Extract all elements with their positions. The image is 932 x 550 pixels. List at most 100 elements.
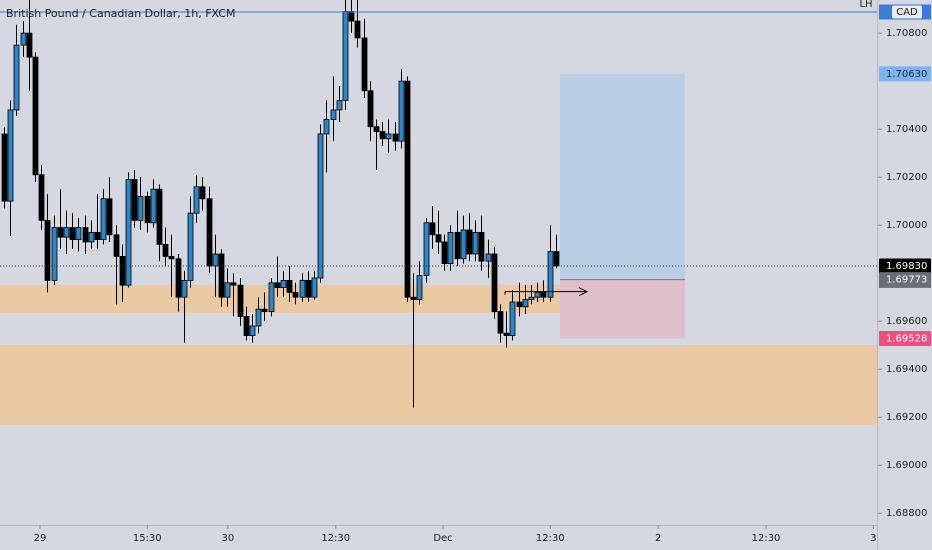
candle-body <box>299 279 306 298</box>
candle-body <box>416 275 423 300</box>
candle-body <box>379 131 386 140</box>
candle-body <box>447 231 454 264</box>
x-tick-label: 12:30 <box>536 533 565 544</box>
candle-body <box>218 253 225 298</box>
y-tick-label: 1.70800 <box>886 28 927 39</box>
y-tick-label: 1.70400 <box>886 124 927 135</box>
candle-body <box>330 109 337 120</box>
candle-body <box>51 227 58 281</box>
level-tag: LH <box>859 0 872 10</box>
candle-body <box>7 109 14 202</box>
candle-body <box>509 301 516 336</box>
zones <box>0 73 877 425</box>
candle-body <box>503 332 510 336</box>
candle-body <box>1 133 8 202</box>
candle-body <box>94 231 101 240</box>
candle-body <box>63 227 70 238</box>
candle-body <box>119 255 126 286</box>
candle-body <box>317 133 324 279</box>
candle-body <box>32 56 39 176</box>
candle-body <box>26 32 33 58</box>
candle-body <box>162 243 169 257</box>
currency-label: CAD <box>896 7 918 18</box>
candle-body <box>354 20 361 39</box>
x-tick-label: Dec <box>433 533 452 544</box>
candle-body <box>410 296 417 300</box>
candle-body <box>286 279 293 293</box>
y-tick-label: 1.69000 <box>886 460 927 471</box>
candle-body <box>249 325 256 336</box>
candle-body <box>528 296 535 300</box>
price-label: 1.69830 <box>886 261 927 272</box>
candle-body <box>88 231 95 243</box>
price-label: 1.69773 <box>886 275 927 286</box>
x-tick-label: 12:30 <box>321 533 350 544</box>
candle-body <box>342 11 349 101</box>
x-tick-label: 3 <box>870 533 876 544</box>
candle-body <box>38 174 45 221</box>
candle-body <box>237 284 244 317</box>
price-label: 1.69528 <box>886 333 927 344</box>
candle-body <box>540 291 547 298</box>
candle-body <box>57 227 64 238</box>
candle-body <box>429 222 436 236</box>
candle-body <box>144 195 151 224</box>
candle-body <box>385 133 392 140</box>
candle-body <box>367 90 374 128</box>
profit-zone <box>560 73 685 280</box>
y-tick-label: 1.70000 <box>886 220 927 231</box>
candle-body <box>454 231 461 260</box>
candle-body <box>441 241 448 264</box>
candle-body <box>168 255 175 260</box>
candle-body <box>206 198 213 267</box>
zone <box>0 284 560 314</box>
candle-body <box>435 234 442 243</box>
x-tick-label: 15:30 <box>133 533 162 544</box>
price-label-bg <box>879 258 931 274</box>
candle-body <box>361 37 368 92</box>
candle-body <box>212 253 219 267</box>
overlay <box>0 11 877 297</box>
candle-body <box>547 251 554 298</box>
candle-body <box>243 315 250 336</box>
candle-body <box>181 279 188 298</box>
y-tick-label: 1.69200 <box>886 412 927 423</box>
candle-body <box>75 227 82 240</box>
candle-body <box>44 219 51 281</box>
candle-body <box>472 231 479 255</box>
candle-body <box>274 282 281 288</box>
x-tick-label: 29 <box>34 533 47 544</box>
x-tick-label: 30 <box>221 533 234 544</box>
candle-body <box>224 282 231 298</box>
candle-body <box>398 80 405 142</box>
candle-body <box>106 198 113 236</box>
candle-body <box>125 179 132 286</box>
candle-body <box>478 231 485 262</box>
candle-body <box>100 198 107 240</box>
candle-body <box>460 229 467 260</box>
zone <box>0 344 877 425</box>
y-tick-label: 1.70200 <box>886 172 927 183</box>
candle-body <box>131 179 138 221</box>
price-label: 1.70630 <box>886 69 927 80</box>
candle-body <box>534 291 541 298</box>
candle-body <box>199 186 206 200</box>
candle-body <box>255 308 262 327</box>
candle-body <box>113 234 120 257</box>
price-label-bg <box>879 330 931 346</box>
candle-body <box>553 251 560 267</box>
x-tick-label: 12:30 <box>752 533 781 544</box>
candle-body <box>13 44 20 111</box>
candle-body <box>261 308 268 312</box>
candle-body <box>311 277 318 298</box>
candle-body <box>305 279 312 298</box>
candle-body <box>522 299 529 308</box>
candle-body <box>268 282 275 312</box>
y-tick-label: 1.69600 <box>886 316 927 327</box>
candle-body <box>516 301 523 308</box>
arrow-head <box>578 287 589 297</box>
candle-body <box>20 32 27 46</box>
candle-body <box>187 212 194 281</box>
candle-body <box>336 99 343 111</box>
